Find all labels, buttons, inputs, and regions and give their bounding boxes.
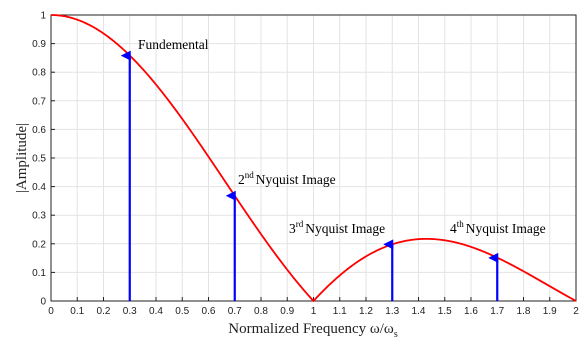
y-tick-label: 0.7 xyxy=(32,96,46,107)
x-tick-label: 1.8 xyxy=(517,306,531,317)
x-tick-label: 1.5 xyxy=(438,306,452,317)
arrows-group xyxy=(120,50,499,301)
y-tick-label: 1 xyxy=(40,11,46,22)
axis-ticks: 0 0.1 0.2 0.3 0.4 0.5 0.6 0.7 0.8 0.9 1 1.1 1.2 1.3 1.… xyxy=(32,11,579,318)
x-tick-label: 1.7 xyxy=(490,306,504,317)
annotation-3rd-num: 3 xyxy=(289,221,296,236)
x-tick-label: 1.9 xyxy=(543,306,557,317)
y-tick-label: 0.6 xyxy=(32,125,46,136)
x-tick-label: 1 xyxy=(311,306,317,317)
annotation-2nd-text: Nyquist Image xyxy=(256,172,336,187)
y-tick-label: 0.3 xyxy=(32,211,46,222)
annotation-4th-text: Nyquist Image xyxy=(466,221,546,236)
y-tick-label: 0.4 xyxy=(32,182,46,193)
x-tick-label: 0.9 xyxy=(280,306,294,317)
x-tick-label: 1.3 xyxy=(385,306,399,317)
x-tick-label: 0.3 xyxy=(123,306,137,317)
annotation-fundemental: Fundemental xyxy=(138,37,209,52)
x-tick-label: 0.6 xyxy=(202,306,216,317)
y-tick-label: 0.5 xyxy=(32,154,46,165)
x-tick-label: 0.8 xyxy=(254,306,268,317)
y-tick-label: 0.1 xyxy=(32,268,46,279)
y-tick-label: 0.8 xyxy=(32,68,46,79)
annotation-4th-sup: th xyxy=(457,219,465,229)
x-tick-label: 0.2 xyxy=(97,306,111,317)
y-tick-label: 0 xyxy=(40,297,46,308)
x-axis-label-sub: s xyxy=(394,329,398,340)
annotation-2nd-sup: nd xyxy=(245,170,255,180)
annotation-2nd-num: 2 xyxy=(238,172,245,187)
x-axis-label: Normalized Frequency ω/ωs xyxy=(228,321,398,340)
x-tick-label: 0.5 xyxy=(175,306,189,317)
x-axis-label-main: Normalized Frequency ω/ω xyxy=(228,321,394,337)
y-axis-label: |Amplitude| xyxy=(14,123,30,193)
annotation-3rd-sup: rd xyxy=(296,219,304,229)
x-tick-label: 1.6 xyxy=(464,306,478,317)
x-tick-label: 0 xyxy=(48,306,54,317)
annotation-3rd-text: Nyquist Image xyxy=(305,221,385,236)
x-tick-label: 1.1 xyxy=(333,306,347,317)
y-tick-label: 0.2 xyxy=(32,239,46,250)
y-tick-label: 0.9 xyxy=(32,39,46,50)
x-tick-label: 0.7 xyxy=(228,306,242,317)
grid xyxy=(51,15,576,301)
x-tick-label: 0.1 xyxy=(70,306,84,317)
annotation-4th-num: 4 xyxy=(450,221,457,236)
x-tick-label: 2 xyxy=(573,306,579,317)
x-tick-label: 1.4 xyxy=(412,306,426,317)
annotation-3rd-nyquist: 3rd Nyquist Image xyxy=(289,219,385,236)
annotation-4th-nyquist: 4th Nyquist Image xyxy=(450,219,546,236)
x-tick-label: 1.2 xyxy=(359,306,373,317)
x-tick-label: 0.4 xyxy=(149,306,163,317)
annotation-2nd-nyquist: 2nd Nyquist Image xyxy=(238,170,336,187)
